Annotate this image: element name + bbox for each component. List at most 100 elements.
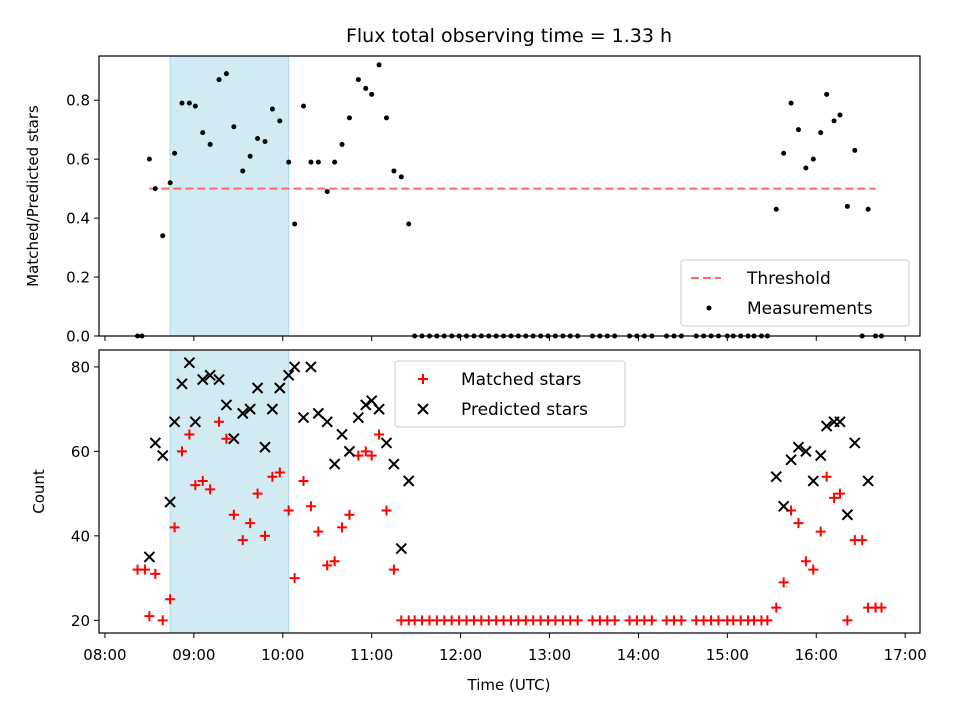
matched-star-point <box>228 509 239 520</box>
matched-star-point <box>184 429 195 440</box>
matched-star-point <box>252 488 263 499</box>
predicted-star-point <box>343 445 356 458</box>
measurement-point <box>223 71 229 77</box>
predicted-star-point <box>312 407 325 420</box>
y-tick-label: 20 <box>71 612 90 630</box>
measurement-point <box>773 206 779 212</box>
legend-label: Matched stars <box>461 370 581 390</box>
matched-star-point <box>388 564 399 575</box>
y-axis-label: Count <box>30 469 48 514</box>
measurement-point <box>406 221 412 227</box>
matched-star-point <box>842 615 853 626</box>
matched-star-point <box>298 475 309 486</box>
measurement-point <box>355 77 361 83</box>
predicted-star-point <box>815 449 827 462</box>
matched-star-point <box>815 526 826 537</box>
x-tick-label: 08:00 <box>83 646 126 664</box>
x-tick-label: 13:00 <box>528 646 571 664</box>
measurement-point <box>376 62 382 68</box>
predicted-star-point <box>770 471 782 483</box>
predicted-star-point <box>807 475 820 487</box>
matched-star-point <box>609 615 620 626</box>
x-tick-label: 15:00 <box>706 646 749 664</box>
matched-star-point <box>800 556 811 567</box>
measurement-point <box>247 153 253 159</box>
matched-star-point <box>329 556 340 567</box>
measurement-point <box>803 165 809 171</box>
matched-star-point <box>366 450 377 461</box>
measurement-point <box>369 91 375 97</box>
matched-star-point <box>808 564 819 575</box>
predicted-star-point <box>395 542 408 555</box>
x-tick-label: 16:00 <box>795 646 838 664</box>
predicted-star-point <box>220 399 233 411</box>
x-tick-label: 14:00 <box>617 646 660 664</box>
predicted-star-point <box>305 361 317 373</box>
legend-swatch-dot <box>706 305 712 311</box>
matched-star-point <box>190 480 201 491</box>
matched-star-point <box>713 615 724 626</box>
matched-star-point <box>572 615 583 626</box>
measurement-point <box>332 159 338 165</box>
matched-star-point <box>197 475 208 486</box>
measurement-point <box>810 156 816 162</box>
predicted-star-point <box>213 373 225 386</box>
y-axis-label: Matched/Predicted stars <box>24 105 42 287</box>
matched-star-point <box>834 488 845 499</box>
highlight-span <box>169 349 290 634</box>
predicted-star-point <box>792 441 805 453</box>
predicted-star-point <box>373 403 385 415</box>
measurement-point <box>837 112 843 118</box>
measurement-point <box>363 85 369 91</box>
matched-star-point <box>771 602 782 613</box>
measurement-point <box>292 221 298 227</box>
y-tick-label: 0.2 <box>66 269 90 287</box>
measurement-point <box>301 103 307 109</box>
matched-star-point <box>646 615 657 626</box>
matched-star-point <box>374 429 385 440</box>
predicted-star-point <box>244 403 256 415</box>
x-tick-label: 09:00 <box>172 646 215 664</box>
y-tick-label: 0.0 <box>66 328 90 346</box>
y-tick-label: 0.8 <box>66 92 90 110</box>
measurement-point <box>831 118 837 124</box>
x-tick-label: 11:00 <box>350 646 393 664</box>
x-tick-label: 17:00 <box>884 646 927 664</box>
predicted-star-point <box>189 416 202 428</box>
measurement-point <box>160 233 166 239</box>
legend: Matched stars Predicted stars <box>394 360 626 428</box>
predicted-star-point <box>282 369 295 382</box>
predicted-star-point <box>237 407 249 420</box>
predicted-star-point <box>168 416 181 428</box>
measurement-point <box>339 141 345 147</box>
predicted-star-point <box>834 416 846 428</box>
top-panel-ratio: 0.0 0.2 0.4 0.6 0.8 Matched/Predicted stars Th… <box>24 55 921 346</box>
measurement-point <box>308 159 314 165</box>
matched-star-point <box>829 492 840 503</box>
predicted-star-point <box>777 500 790 512</box>
predicted-star-point <box>328 458 341 470</box>
predicted-star-point <box>266 403 279 415</box>
predicted-star-point <box>204 369 216 382</box>
legend-swatch-plus <box>418 374 428 384</box>
measurement-point <box>146 156 152 162</box>
matched-star-point <box>221 433 232 444</box>
matched-star-point <box>305 501 316 512</box>
predicted-star-point <box>274 382 286 394</box>
bottom-panel-counts: 20 40 60 80 08:00 09:00 10:00 11:00 12:00 13:00 14… <box>30 349 927 664</box>
y-tick-label: 0.4 <box>66 210 90 228</box>
predicted-star-point <box>228 432 240 445</box>
y-tick-label: 60 <box>71 443 90 461</box>
matched-star-point <box>267 471 278 482</box>
measurement-point <box>216 77 222 83</box>
measurement-point <box>818 130 824 136</box>
matched-star-point <box>214 416 225 427</box>
predicted-star-point <box>360 399 372 411</box>
predicted-star-point <box>820 420 833 432</box>
matched-star-point <box>337 522 348 533</box>
legend: Threshold Measurements <box>680 259 910 327</box>
matched-star-point <box>381 505 392 516</box>
predicted-star-point <box>297 411 310 424</box>
measurement-point <box>255 136 261 142</box>
matched-star-point <box>176 446 187 457</box>
